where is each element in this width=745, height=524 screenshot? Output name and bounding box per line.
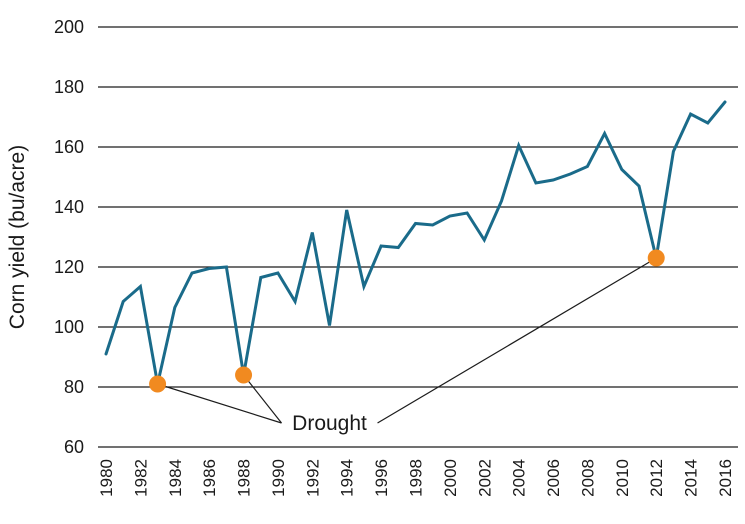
x-tick-label: 1990	[269, 459, 288, 497]
drought-leader-line	[377, 257, 657, 424]
x-tick-label: 2010	[613, 459, 632, 497]
x-tick-label: 2012	[647, 459, 666, 497]
x-tick-label: 1984	[166, 459, 185, 497]
y-axis-ticks: 60 80 100 120 140 160 180 200	[54, 17, 84, 457]
x-tick-label: 2002	[475, 459, 494, 497]
drought-leader-line	[157, 383, 282, 424]
x-tick-label: 2004	[510, 459, 529, 497]
x-tick-label: 1994	[338, 459, 357, 497]
y-tick-label: 80	[64, 377, 84, 397]
series-layer	[104, 100, 727, 385]
annotation-layer	[157, 257, 657, 424]
x-tick-label: 1980	[97, 459, 116, 497]
x-tick-label: 1982	[131, 459, 150, 497]
y-tick-label: 100	[54, 317, 84, 337]
y-axis-label: Corn yield (bu/acre)	[6, 145, 29, 329]
y-tick-label: 140	[54, 197, 84, 217]
x-tick-label: 1996	[372, 459, 391, 497]
drought-point-1983	[149, 375, 167, 393]
x-tick-label: 2008	[578, 459, 597, 497]
y-tick-label: 120	[54, 257, 84, 277]
x-tick-label: 1992	[303, 459, 322, 497]
gridlines	[98, 26, 738, 448]
y-tick-label: 200	[54, 17, 84, 37]
drought-point-2012	[647, 249, 665, 267]
x-tick-label: 2014	[682, 459, 701, 497]
drought-annotation-label: Drought	[292, 412, 367, 435]
y-tick-label: 60	[64, 437, 84, 457]
x-tick-label: 2000	[441, 459, 460, 497]
x-axis-ticks: 1980 1982 1984 1986 1988 1990 1992 1994 1996 1998…	[97, 459, 735, 497]
series-line	[104, 100, 727, 385]
y-tick-label: 180	[54, 77, 84, 97]
highlight-layer	[149, 249, 665, 393]
x-tick-label: 1986	[200, 459, 219, 497]
x-tick-label: 2006	[544, 459, 563, 497]
drought-point-1988	[235, 366, 253, 384]
x-tick-label: 1988	[235, 459, 254, 497]
x-tick-label: 1998	[407, 459, 426, 497]
y-tick-label: 160	[54, 137, 84, 157]
x-tick-label: 2016	[716, 459, 735, 497]
drought-leader-line	[243, 374, 282, 424]
